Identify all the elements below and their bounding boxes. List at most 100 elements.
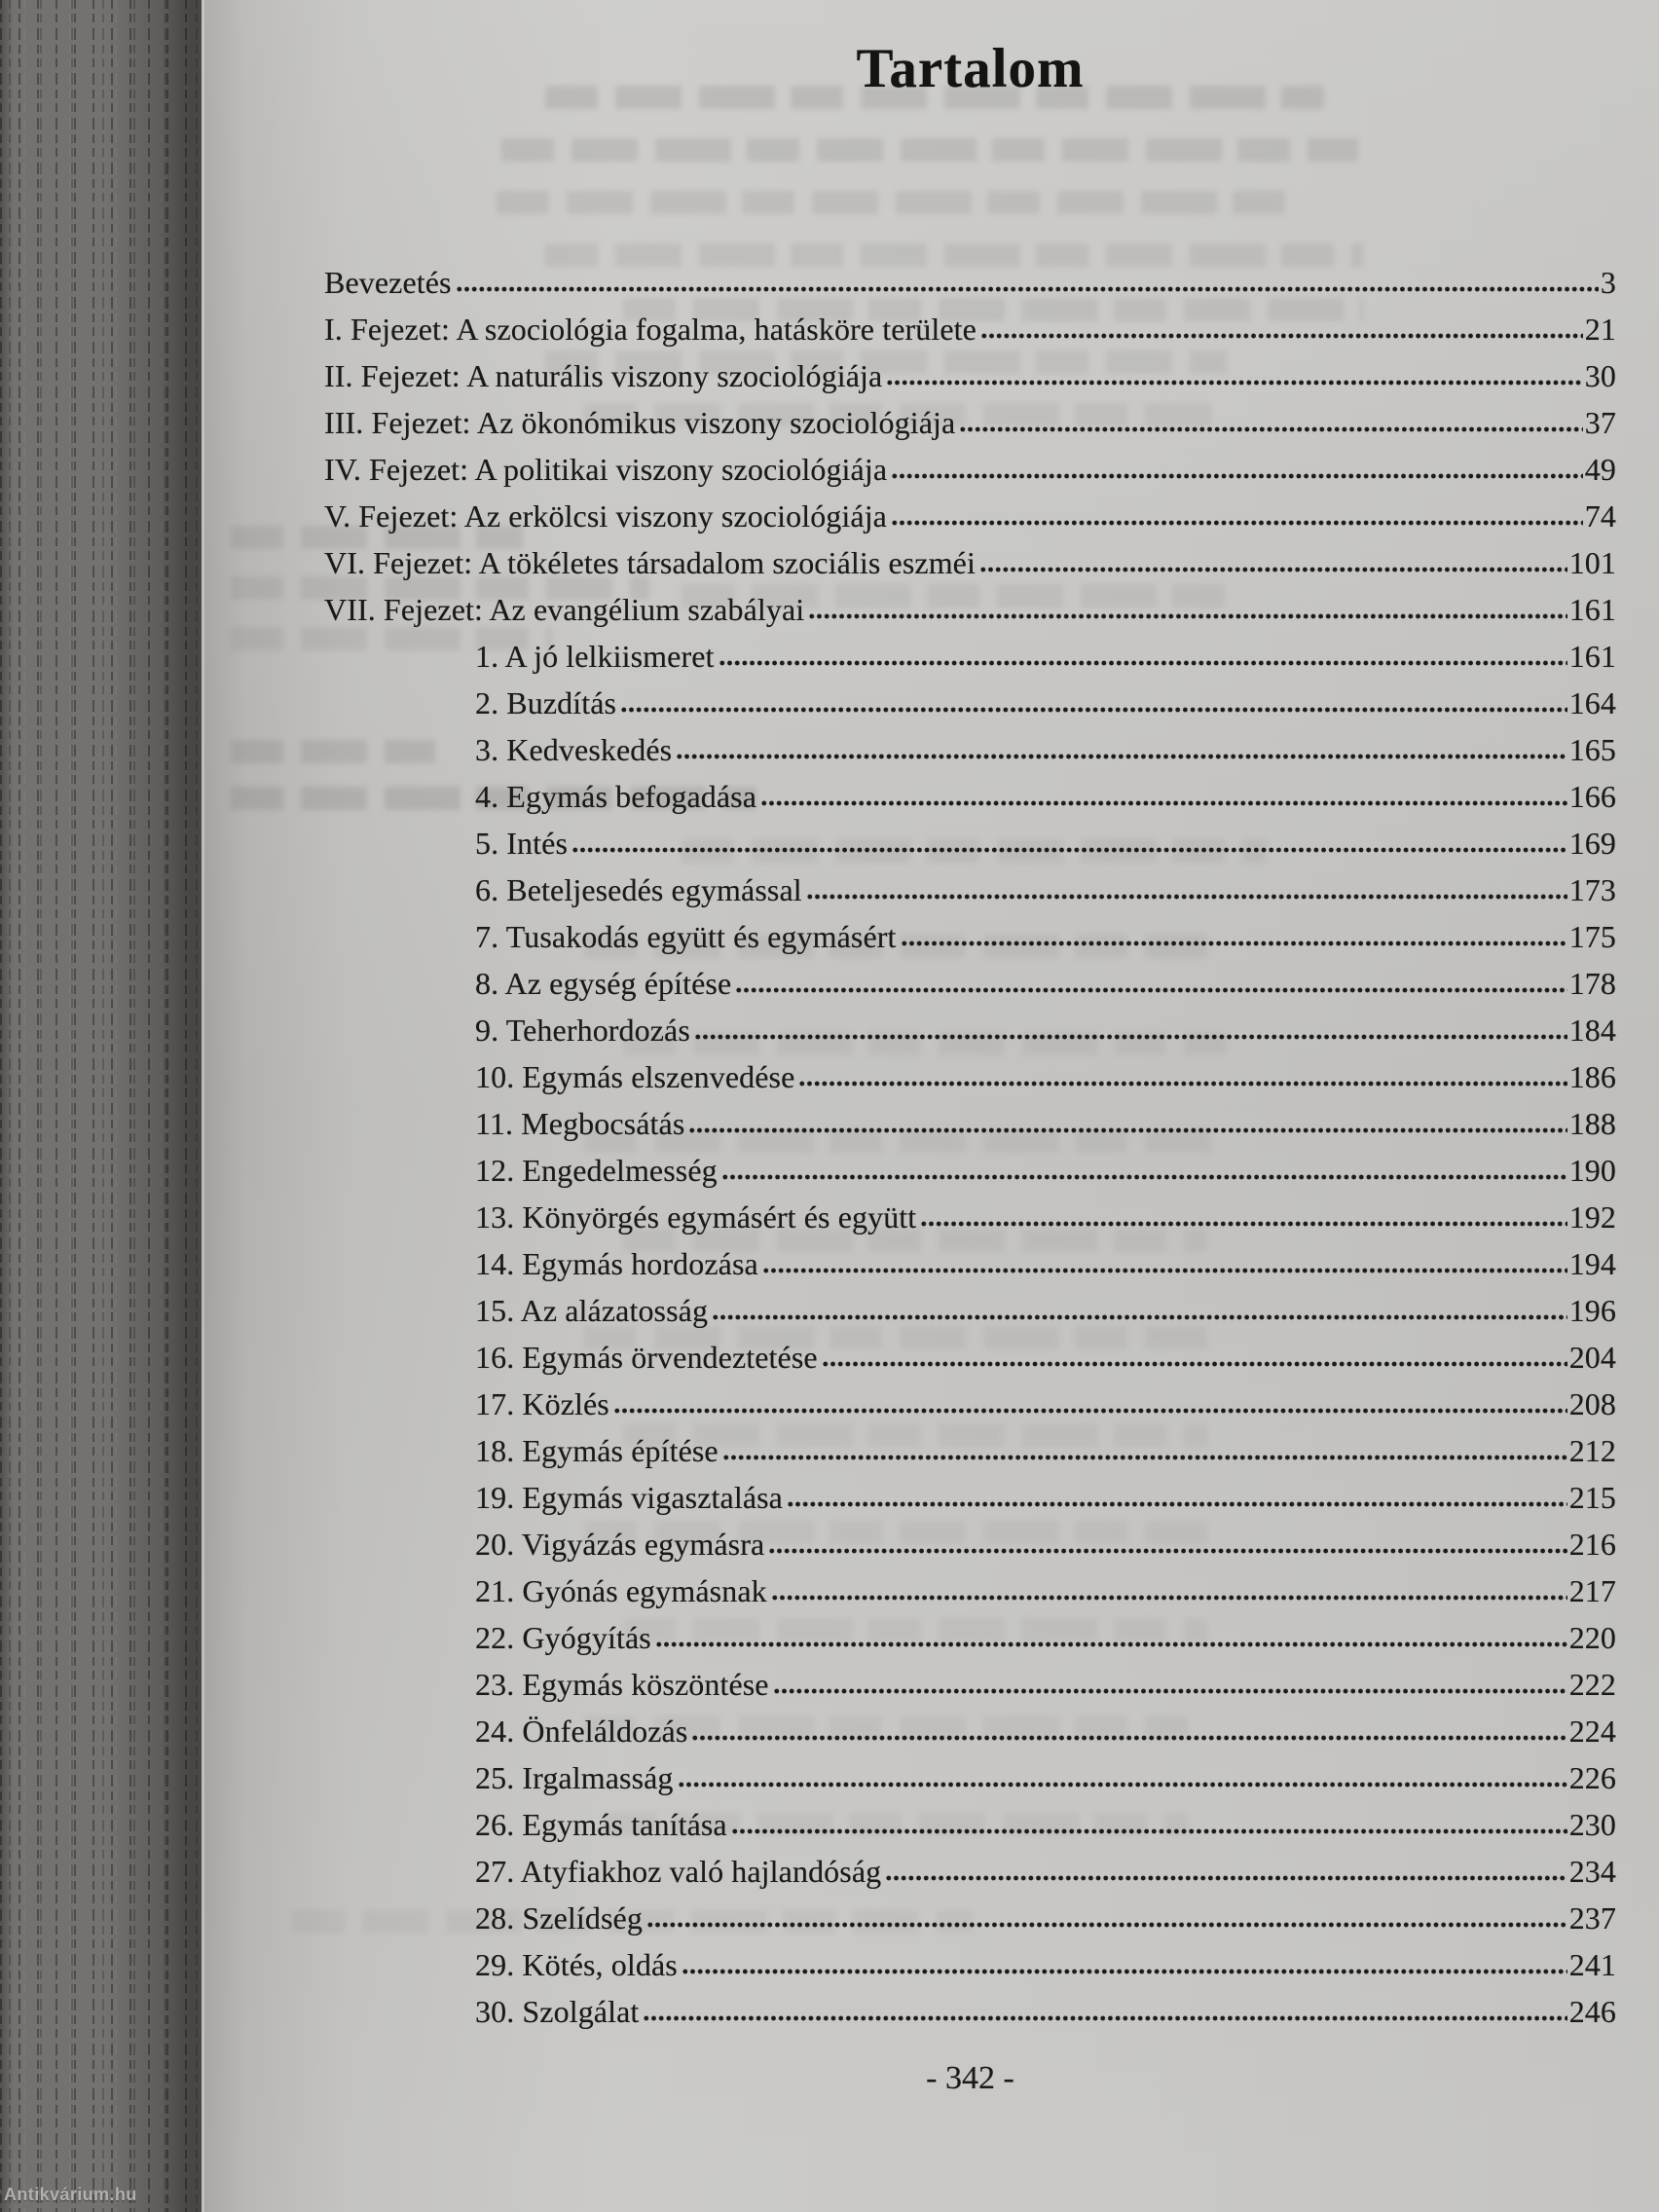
toc-leader-dots [978, 565, 1567, 574]
toc-entry-label: 8. Az egység építése [475, 966, 732, 1001]
bleedthrough-smudge [545, 243, 1363, 267]
toc-page-number: 220 [1568, 1620, 1616, 1655]
toc-entry: II. Fejezet: A naturális viszony szociol… [324, 348, 1616, 394]
toc-leader-dots [691, 1733, 1567, 1743]
bleedthrough-smudge [545, 350, 1227, 374]
toc-entry-label: Bevezetés [324, 265, 452, 300]
toc-leader-dots [886, 378, 1583, 387]
toc-leader-dots [890, 518, 1583, 528]
toc-entry-label: V. Fejezet: Az erkölcsi viszony szocioló… [324, 498, 887, 534]
toc-entry: 17. Közlés 208 [324, 1376, 1616, 1422]
bleedthrough-smudge [623, 1423, 1207, 1447]
toc-entry: 8. Az egység építése 178 [324, 955, 1616, 1002]
toc-page-number: 74 [1584, 498, 1616, 534]
toc-entry: 30. Szolgálat 246 [324, 1983, 1616, 2030]
toc-leader-dots [979, 331, 1583, 341]
toc-leader-dots [900, 939, 1567, 948]
toc-entry: 20. Vigyázás egymásra 216 [324, 1516, 1616, 1563]
toc-entry-label: 11. Megbocsátás [475, 1106, 685, 1141]
toc-leader-dots [718, 658, 1567, 668]
bleedthrough-smudge [231, 627, 552, 650]
toc-entry-label: 17. Közlés [475, 1386, 609, 1421]
toc-entry: IV. Fejezet: A politikai viszony szociol… [324, 441, 1616, 488]
toc-leader-dots [798, 1079, 1567, 1088]
toc-leader-dots [768, 1546, 1567, 1556]
toc-entry: 28. Szelídség 237 [324, 1890, 1616, 1936]
toc-leader-dots [920, 1219, 1567, 1229]
toc-page-number: 190 [1568, 1153, 1616, 1188]
toc-entry: 25. Irgalmasság 226 [324, 1750, 1616, 1796]
toc-entry: 5. Intés 169 [324, 815, 1616, 862]
bleedthrough-smudge [623, 1618, 1207, 1641]
toc-page-number: 194 [1568, 1246, 1616, 1281]
toc-page-number: 241 [1568, 1947, 1616, 1982]
toc-page-number: 217 [1568, 1573, 1616, 1608]
toc-entry: 21. Gyónás egymásnak 217 [324, 1563, 1616, 1609]
toc-page-number: 184 [1568, 1013, 1616, 1048]
toc-page-number: 234 [1568, 1854, 1616, 1889]
paper-page [202, 0, 1659, 2212]
toc-entry: 22. Gyógyítás 220 [324, 1609, 1616, 1656]
bleedthrough-smudge [682, 584, 1227, 608]
page-title: Tartalom [856, 38, 1085, 99]
toc-page-number: 161 [1568, 639, 1616, 674]
toc-entry: 24. Önfeláldozás 224 [324, 1703, 1616, 1750]
toc-entry: 16. Egymás örvendeztetése 204 [324, 1329, 1616, 1376]
toc-entry: 18. Egymás építése 212 [324, 1422, 1616, 1469]
watermark: Antikvárium.hu [4, 2185, 137, 2204]
toc-entry-label: 12. Engedelmesség [475, 1153, 718, 1188]
toc-entry-label: I. Fejezet: A szociológia fogalma, hatás… [324, 312, 977, 347]
toc-page-number: 173 [1568, 872, 1616, 907]
toc-entry-label: 29. Kötés, oldás [475, 1947, 678, 1982]
bleedthrough-smudge [623, 298, 1363, 321]
bleedthrough-smudge [545, 86, 1324, 109]
toc-entry: 26. Egymás tanítása 230 [324, 1796, 1616, 1843]
page-edge [202, 0, 204, 2212]
toc-entry: 14. Egymás hordozása 194 [324, 1235, 1616, 1282]
toc-entry: VII. Fejezet: Az evangélium szabályai 16… [324, 581, 1616, 628]
toc-leader-dots [885, 1873, 1567, 1883]
toc-entry-label: 20. Vigyázás egymásra [475, 1527, 765, 1562]
toc-entry: 2. Buzdítás 164 [324, 675, 1616, 721]
toc-entry-label: 16. Egymás örvendeztetése [475, 1340, 818, 1375]
toc-entry-label: IV. Fejezet: A politikai viszony szociol… [324, 452, 888, 487]
toc-leader-dots [735, 985, 1567, 995]
toc-page-number: 212 [1568, 1433, 1616, 1468]
bleedthrough-smudge [584, 1326, 1207, 1349]
toc-leader-dots [681, 1967, 1567, 1976]
toc-page-number: 204 [1568, 1340, 1616, 1375]
toc-entry: I. Fejezet: A szociológia fogalma, hatás… [324, 301, 1616, 348]
toc-leader-dots [787, 1499, 1567, 1509]
toc-page-number: 169 [1568, 826, 1616, 861]
toc-leader-dots [612, 1406, 1567, 1416]
toc-entry-label: 2. Buzdítás [475, 685, 617, 720]
toc-entry-label: 30. Szolgálat [475, 1994, 640, 2029]
toc-page-number: 215 [1568, 1480, 1616, 1515]
toc-entry: III. Fejezet: Az ökonómikus viszony szoc… [324, 394, 1616, 441]
toc-entry-label: 28. Szelídség [475, 1900, 643, 1936]
toc-leader-dots [821, 1359, 1567, 1369]
toc-leader-dots [808, 611, 1567, 621]
bleedthrough-smudge [231, 526, 523, 549]
toc-leader-dots [712, 1312, 1567, 1322]
toc-page-number: 175 [1568, 919, 1616, 954]
toc-entry-label: 15. Az alázatosság [475, 1293, 709, 1328]
toc-page-number: 161 [1568, 592, 1616, 627]
toc-entry-label: III. Fejezet: Az ökonómikus viszony szoc… [324, 405, 956, 440]
toc-page-number: 222 [1568, 1667, 1616, 1702]
toc-leader-dots [761, 1266, 1567, 1275]
book-spine [0, 0, 202, 2212]
toc-entry-label: 25. Irgalmasság [475, 1760, 674, 1795]
toc-page-number: 224 [1568, 1714, 1616, 1749]
toc-page-number: 3 [1600, 265, 1616, 300]
toc-entry-label: 3. Kedveskedés [475, 732, 673, 767]
toc-leader-dots [959, 424, 1583, 434]
toc-leader-dots [643, 2013, 1567, 2023]
toc-leader-dots [730, 1826, 1567, 1836]
toc-entry: 19. Egymás vigasztalása 215 [324, 1469, 1616, 1516]
toc-entry: 6. Beteljesedés egymással 173 [324, 862, 1616, 908]
toc-page-number: 165 [1568, 732, 1616, 767]
toc-leader-dots [770, 1593, 1567, 1603]
toc-page-number: 21 [1584, 312, 1616, 347]
toc-entry-label: VI. Fejezet: A tökéletes társadalom szoc… [324, 545, 976, 580]
